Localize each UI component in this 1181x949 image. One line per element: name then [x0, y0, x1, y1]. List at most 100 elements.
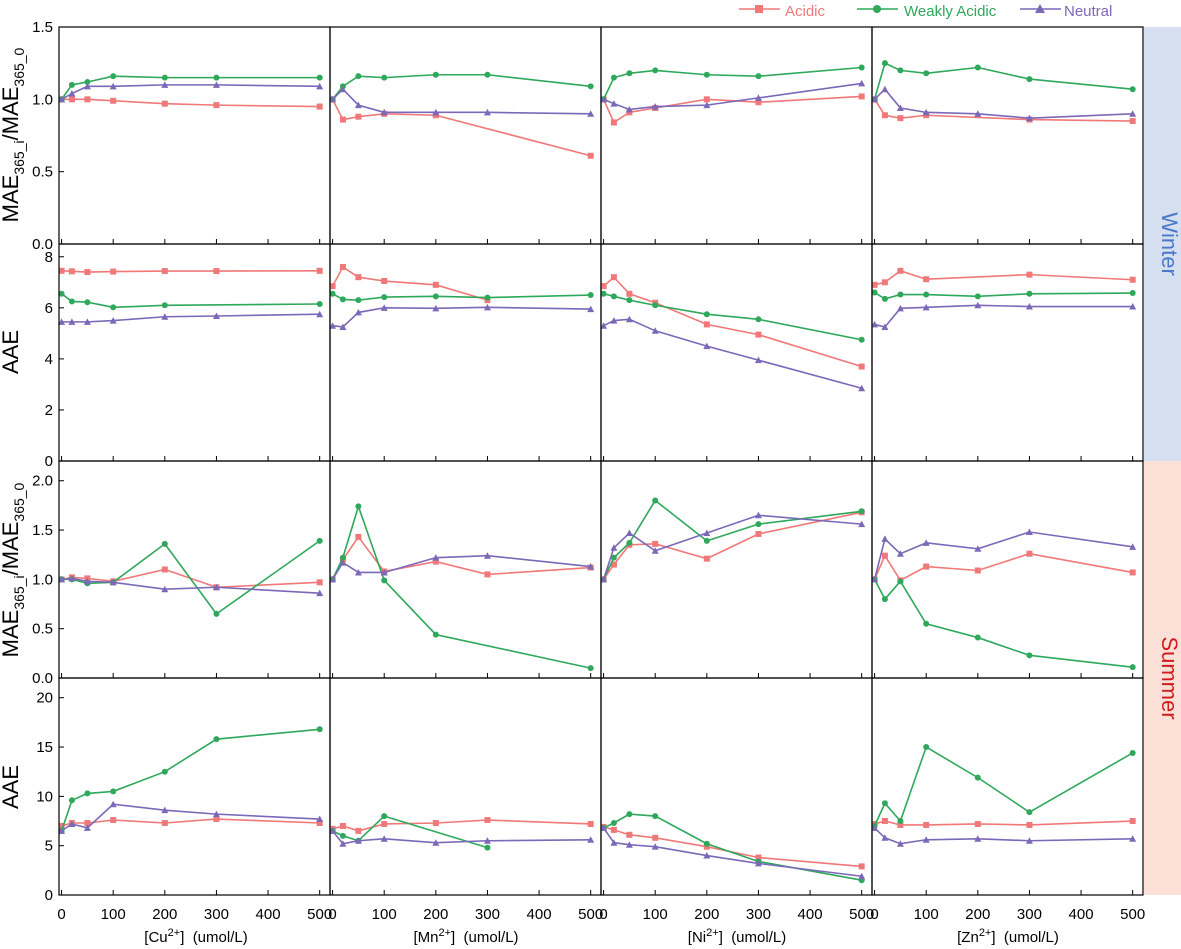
data-point-acidic	[68, 96, 75, 103]
data-point-weakly-acidic	[1129, 664, 1136, 671]
data-point-neutral	[625, 529, 633, 537]
data-point-weakly-acidic	[600, 290, 607, 297]
x-tick-label: 500	[307, 906, 332, 923]
data-point-neutral	[974, 110, 982, 117]
y-tick-label: 10	[36, 788, 53, 805]
data-point-neutral	[161, 313, 169, 320]
data-point-neutral	[58, 575, 66, 583]
data-point-neutral	[651, 327, 659, 334]
data-point-neutral	[610, 317, 618, 324]
data-point-acidic	[610, 561, 617, 568]
data-point-acidic	[881, 818, 888, 825]
data-point-acidic	[923, 563, 930, 570]
panel-frame	[58, 677, 331, 896]
data-point-acidic	[610, 274, 617, 281]
y-tick-label: 2	[45, 402, 53, 419]
data-point-weakly-acidic	[1026, 652, 1033, 659]
data-point-weakly-acidic	[316, 74, 323, 81]
data-point-neutral	[339, 840, 347, 847]
series-line-weakly-acidic	[602, 66, 862, 100]
series-line-acidic	[61, 818, 320, 827]
data-point-weakly-acidic	[923, 70, 930, 77]
panel-winter-mae-ratio-mn	[329, 26, 602, 245]
y-tick-label: 0.0	[32, 236, 53, 253]
data-point-neutral	[922, 303, 930, 311]
data-point-neutral	[109, 317, 117, 324]
data-point-weakly-acidic	[1026, 290, 1033, 297]
panel-summer-mae-ratio-mn	[329, 460, 602, 679]
series-line-acidic	[602, 95, 862, 124]
y-tick-label: 0	[45, 887, 53, 904]
data-point-neutral	[68, 820, 76, 827]
data-point-acidic	[84, 96, 91, 103]
data-point-neutral	[703, 529, 711, 537]
data-point-acidic	[652, 834, 659, 841]
data-point-neutral	[83, 82, 91, 90]
data-point-neutral	[316, 82, 324, 90]
data-point-neutral	[896, 550, 904, 557]
series-line-weakly-acidic	[602, 499, 862, 580]
panel-summer-aae-mn	[329, 677, 602, 896]
y-tick-label: 1.5	[32, 522, 53, 539]
data-point-acidic	[432, 558, 439, 565]
data-point-neutral	[587, 305, 595, 313]
data-point-neutral	[316, 815, 324, 823]
data-point-neutral	[339, 559, 347, 566]
data-point-weakly-acidic	[974, 774, 981, 781]
data-point-weakly-acidic	[110, 304, 117, 311]
series-line-weakly-acidic	[603, 813, 862, 881]
data-point-neutral	[754, 356, 762, 364]
data-point-neutral	[974, 835, 982, 842]
data-point-acidic	[339, 116, 346, 123]
x-tick-label: 500	[578, 906, 603, 923]
series-line-neutral	[331, 830, 591, 845]
data-point-weakly-acidic	[84, 78, 91, 85]
data-point-acidic	[213, 102, 220, 109]
data-point-weakly-acidic	[432, 631, 439, 638]
series-line-acidic	[603, 826, 862, 868]
data-point-neutral	[610, 100, 618, 107]
data-point-weakly-acidic	[881, 295, 888, 302]
data-point-neutral	[1025, 837, 1033, 844]
data-point-weakly-acidic	[355, 73, 362, 80]
data-point-neutral	[316, 589, 324, 597]
y-tick-label: 8	[45, 249, 53, 266]
data-point-acidic	[881, 112, 888, 119]
series-line-acidic	[873, 552, 1133, 582]
data-point-neutral	[974, 545, 982, 552]
y-tick-label: 6	[45, 300, 53, 317]
data-point-acidic	[755, 99, 762, 106]
data-point-neutral	[109, 82, 117, 90]
winter-label: Winter	[1157, 212, 1181, 276]
data-point-weakly-acidic	[68, 298, 75, 305]
data-point-neutral	[432, 554, 440, 561]
series-line-neutral	[874, 304, 1133, 328]
panel-winter-mae-ratio-ni	[600, 26, 873, 245]
data-point-weakly-acidic	[484, 294, 491, 301]
data-point-weakly-acidic	[339, 554, 346, 561]
data-point-neutral	[858, 384, 866, 392]
panel-summer-mae-ratio-cu	[58, 460, 331, 679]
data-point-neutral	[109, 578, 117, 586]
x-axis-label-cu: [Cu2+] (umol/L)	[144, 927, 247, 946]
data-point-acidic	[213, 816, 220, 823]
data-point-neutral	[587, 836, 595, 843]
data-point-neutral	[58, 318, 66, 325]
data-point-neutral	[871, 824, 879, 831]
x-tick-label: 500	[849, 906, 874, 923]
data-point-acidic	[381, 820, 388, 827]
data-point-neutral	[881, 834, 889, 841]
data-point-neutral	[651, 547, 659, 554]
series-line-weakly-acidic	[873, 578, 1133, 668]
legend-acidic-marker	[755, 5, 763, 13]
y-tick-label: 1.0	[32, 91, 53, 108]
data-point-neutral	[483, 108, 491, 116]
data-point-weakly-acidic	[355, 503, 362, 510]
data-point-weakly-acidic	[610, 819, 617, 826]
series-line-weakly-acidic	[873, 62, 1133, 100]
y-tick-label: 15	[36, 739, 53, 756]
y-axis-label-row-1: MAE365_i/MAE365_0	[0, 47, 27, 222]
data-point-weakly-acidic	[329, 290, 336, 297]
data-point-weakly-acidic	[652, 302, 659, 309]
data-point-weakly-acidic	[652, 67, 659, 74]
